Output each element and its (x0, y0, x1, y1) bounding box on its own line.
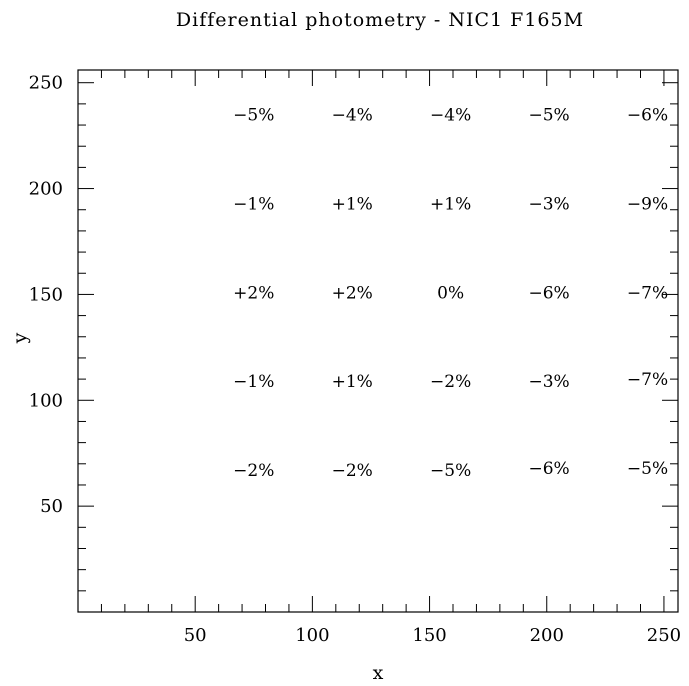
data-point-label: +1% (332, 194, 373, 214)
data-point-label: −2% (430, 372, 471, 392)
y-tick-label: 200 (29, 179, 63, 200)
x-tick-label: 200 (530, 625, 564, 646)
data-point-label: −3% (528, 372, 569, 392)
data-point-label: +2% (233, 283, 274, 303)
data-point-label: −2% (332, 461, 373, 481)
data-point-label: +1% (332, 372, 373, 392)
axis-tick-labels: 50 100 150 200 250 50 100 150 200 250 (29, 73, 681, 646)
y-tick-label: 250 (29, 73, 63, 94)
data-point-label: 0% (437, 283, 464, 303)
data-point-label: −4% (430, 105, 471, 125)
axis-ticks (78, 70, 678, 612)
data-point-label: −1% (233, 194, 274, 214)
y-tick-label: 50 (40, 496, 63, 517)
data-point-label: −5% (627, 459, 668, 479)
value-labels: −5% −4% −4% −5% −6% −1% +1% +1% −3% −9% +2% +2% 0% −6… (233, 105, 668, 481)
x-tick-label: 150 (412, 625, 446, 646)
data-point-label: −9% (627, 194, 668, 214)
data-point-label: −5% (430, 461, 471, 481)
x-tick-label: 50 (184, 625, 207, 646)
data-point-label: −2% (233, 461, 274, 481)
data-point-label: −7% (627, 370, 668, 390)
data-point-label: −6% (627, 105, 668, 125)
data-point-label: −1% (233, 372, 274, 392)
y-axis-label: y (9, 332, 31, 344)
data-point-label: −4% (332, 105, 373, 125)
data-point-label: +1% (430, 194, 471, 214)
data-point-label: −6% (528, 283, 569, 303)
x-axis-label: x (373, 662, 384, 684)
x-tick-label: 250 (647, 625, 681, 646)
plot-frame (77, 69, 679, 613)
x-tick-label: 100 (295, 625, 329, 646)
data-point-label: −7% (627, 283, 668, 303)
data-point-label: −6% (528, 459, 569, 479)
data-point-label: −3% (528, 194, 569, 214)
data-point-label: −5% (528, 105, 569, 125)
chart-title: Differential photometry - NIC1 F165M (176, 9, 584, 31)
y-tick-label: 150 (29, 284, 63, 305)
y-tick-label: 100 (29, 390, 63, 411)
data-point-label: −5% (233, 105, 274, 125)
data-point-label: +2% (332, 283, 373, 303)
